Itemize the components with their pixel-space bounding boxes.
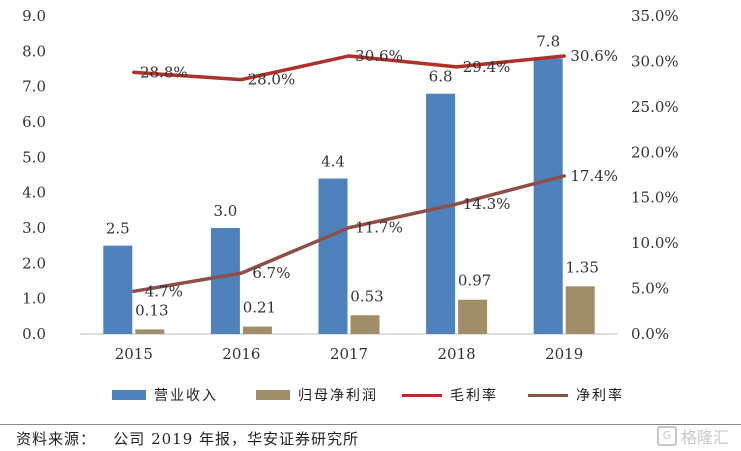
bar-net-profit — [565, 286, 595, 334]
data-label-net-profit: 0.13 — [135, 301, 168, 319]
y-left-tick-label: 4.0 — [22, 184, 46, 202]
data-label-gross-margin: 30.6% — [355, 47, 403, 65]
y-right-tick-label: 35.0% — [631, 7, 679, 25]
chart-axes: 0.0 1.0 2.0 3.0 4.0 5.0 6.0 7.0 8.0 9.0 0.0% 5.0% 10… — [22, 7, 679, 363]
data-label-net-margin: 11.7% — [355, 219, 403, 237]
footer-divider — [0, 424, 741, 425]
bar-net-profit — [350, 315, 380, 334]
x-tick-label: 2019 — [545, 345, 583, 363]
bar-revenue — [318, 178, 348, 334]
data-label-gross-margin: 30.6% — [570, 47, 618, 65]
y-left-tick-label: 9.0 — [22, 7, 46, 25]
legend-swatch-net-profit — [256, 390, 290, 400]
y-left-tick-label: 3.0 — [22, 219, 46, 237]
chart-data-labels: 2.5 3.0 4.4 6.8 7.8 0.13 0.21 0.53 0.97 1.35 28.8%… — [106, 32, 618, 319]
y-left-tick-label: 8.0 — [22, 42, 46, 60]
watermark-logo-icon: G — [656, 426, 677, 446]
data-label-net-profit: 0.21 — [243, 299, 276, 317]
chart-legend: 营业收入 归母净利润 毛利率 净利率 — [0, 382, 741, 408]
data-label-net-profit: 0.97 — [458, 272, 491, 290]
bar-net-profit — [135, 329, 165, 334]
source-note: 资料来源： 公司 2019 年报，华安证券研究所 — [16, 430, 360, 448]
data-label-gross-margin: 29.4% — [463, 58, 511, 76]
y-right-tick-label: 20.0% — [631, 143, 679, 161]
data-label-net-profit: 0.53 — [350, 287, 383, 305]
data-label-gross-margin: 28.8% — [140, 63, 188, 81]
data-label-revenue: 6.8 — [429, 68, 453, 86]
y-right-tick-label: 30.0% — [631, 52, 679, 70]
y-left-tick-label: 7.0 — [22, 78, 46, 96]
bar-revenue — [103, 245, 133, 334]
legend-label-net-margin: 净利率 — [576, 388, 624, 404]
watermark-text: 格隆汇 — [680, 428, 729, 447]
chart: 0.0 1.0 2.0 3.0 4.0 5.0 6.0 7.0 8.0 9.0 0.0% 5.0% 10… — [22, 7, 679, 363]
data-label-net-margin: 14.3% — [463, 195, 511, 213]
legend-label-gross-margin: 毛利率 — [450, 388, 498, 404]
y-left-tick-label: 2.0 — [22, 254, 46, 272]
y-right-tick-label: 15.0% — [631, 189, 679, 207]
x-tick-label: 2018 — [438, 345, 476, 363]
y-left-tick-label: 5.0 — [22, 148, 46, 166]
data-label-net-margin: 17.4% — [570, 167, 618, 185]
legend-swatch-revenue — [112, 390, 146, 400]
data-label-revenue: 3.0 — [213, 202, 237, 220]
legend-item-revenue: 营业收入 — [112, 382, 218, 408]
legend-label-revenue: 营业收入 — [154, 388, 218, 404]
x-tick-label: 2016 — [222, 345, 260, 363]
bar-revenue — [426, 93, 456, 334]
data-label-revenue: 4.4 — [321, 153, 345, 171]
data-label-net-profit: 1.35 — [565, 258, 598, 276]
legend-item-gross-margin: 毛利率 — [402, 382, 498, 408]
data-label-revenue: 2.5 — [106, 220, 130, 238]
y-right-tick-label: 10.0% — [631, 234, 679, 252]
legend-swatch-net-margin — [528, 393, 568, 397]
line-gross-margin — [132, 54, 566, 82]
legend-swatch-gross-margin — [402, 393, 442, 397]
data-label-net-margin: 4.7% — [145, 282, 183, 300]
y-left-tick-label: 6.0 — [22, 113, 46, 131]
legend-label-net-profit: 归母净利润 — [298, 388, 378, 404]
bar-revenue — [533, 58, 563, 335]
data-label-net-margin: 6.7% — [252, 264, 290, 282]
data-label-revenue: 7.8 — [536, 32, 560, 50]
x-tick-label: 2015 — [115, 345, 153, 363]
watermark: G 格隆汇 — [656, 424, 729, 448]
chart-bars — [103, 58, 595, 335]
bar-net-profit — [458, 299, 488, 334]
legend-item-net-margin: 净利率 — [528, 382, 624, 408]
bar-revenue — [210, 228, 240, 334]
bar-net-profit — [242, 326, 272, 334]
y-left-tick-label: 1.0 — [22, 290, 46, 308]
data-label-gross-margin: 28.0% — [248, 71, 296, 89]
x-tick-label: 2017 — [330, 345, 368, 363]
line-net-margin — [132, 174, 566, 294]
y-right-tick-label: 0.0% — [631, 325, 669, 343]
chart-lines — [132, 54, 566, 294]
y-right-tick-label: 5.0% — [631, 280, 669, 298]
y-left-tick-label: 0.0 — [22, 325, 46, 343]
y-right-tick-label: 25.0% — [631, 98, 679, 116]
legend-item-net-profit: 归母净利润 — [256, 382, 378, 408]
